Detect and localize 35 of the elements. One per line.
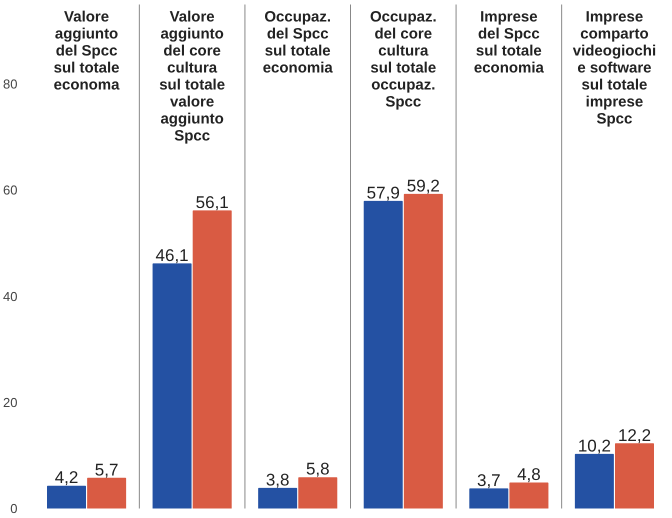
data-label: 5,7 xyxy=(94,460,118,480)
bar xyxy=(258,488,298,508)
bar xyxy=(614,443,654,508)
bar xyxy=(152,263,192,508)
x-tick-label: Occupaz. del Spcc sul totale economia xyxy=(262,8,334,76)
bar xyxy=(298,477,338,508)
x-tick-label: Valore aggiunto del Spcc sul totale economa xyxy=(54,8,120,94)
bar xyxy=(509,482,548,508)
data-label: 56,1 xyxy=(196,192,229,212)
data-label: 3,8 xyxy=(266,470,290,490)
data-label: 4,2 xyxy=(54,468,78,488)
data-label: 59,2 xyxy=(406,176,440,196)
data-label: 57,9 xyxy=(366,183,400,202)
data-label: 3,7 xyxy=(476,470,501,490)
data-label: 12,2 xyxy=(618,426,652,445)
y-tick-label: 0 xyxy=(10,501,18,516)
x-tick-label: Occupaz. del core cultura sul totale occupaz. Spcc xyxy=(370,8,437,110)
y-tick-label: 20 xyxy=(3,394,18,410)
bar xyxy=(47,486,86,508)
data-label: 5,8 xyxy=(306,460,330,479)
bar xyxy=(574,454,614,508)
bar xyxy=(469,488,508,508)
y-tick-label: 80 xyxy=(3,76,18,92)
data-label: 46,1 xyxy=(156,246,189,265)
bar xyxy=(364,200,403,508)
x-tick-label: Imprese del Spcc sul totale economia xyxy=(474,8,545,76)
bar xyxy=(192,210,232,508)
y-tick-label: 60 xyxy=(3,182,18,198)
bar xyxy=(404,194,443,508)
y-tick-label: 40 xyxy=(3,288,18,304)
data-label: 4,8 xyxy=(517,465,541,484)
x-tick-label: Valore aggiunto del core cultura sul totale valore aggiunto Spcc xyxy=(159,8,226,144)
x-tick-label: Imprese comparto videogiochi e software sul totale imprese Spcc xyxy=(572,8,656,128)
data-label: 10,2 xyxy=(578,436,611,456)
bar xyxy=(87,478,126,508)
